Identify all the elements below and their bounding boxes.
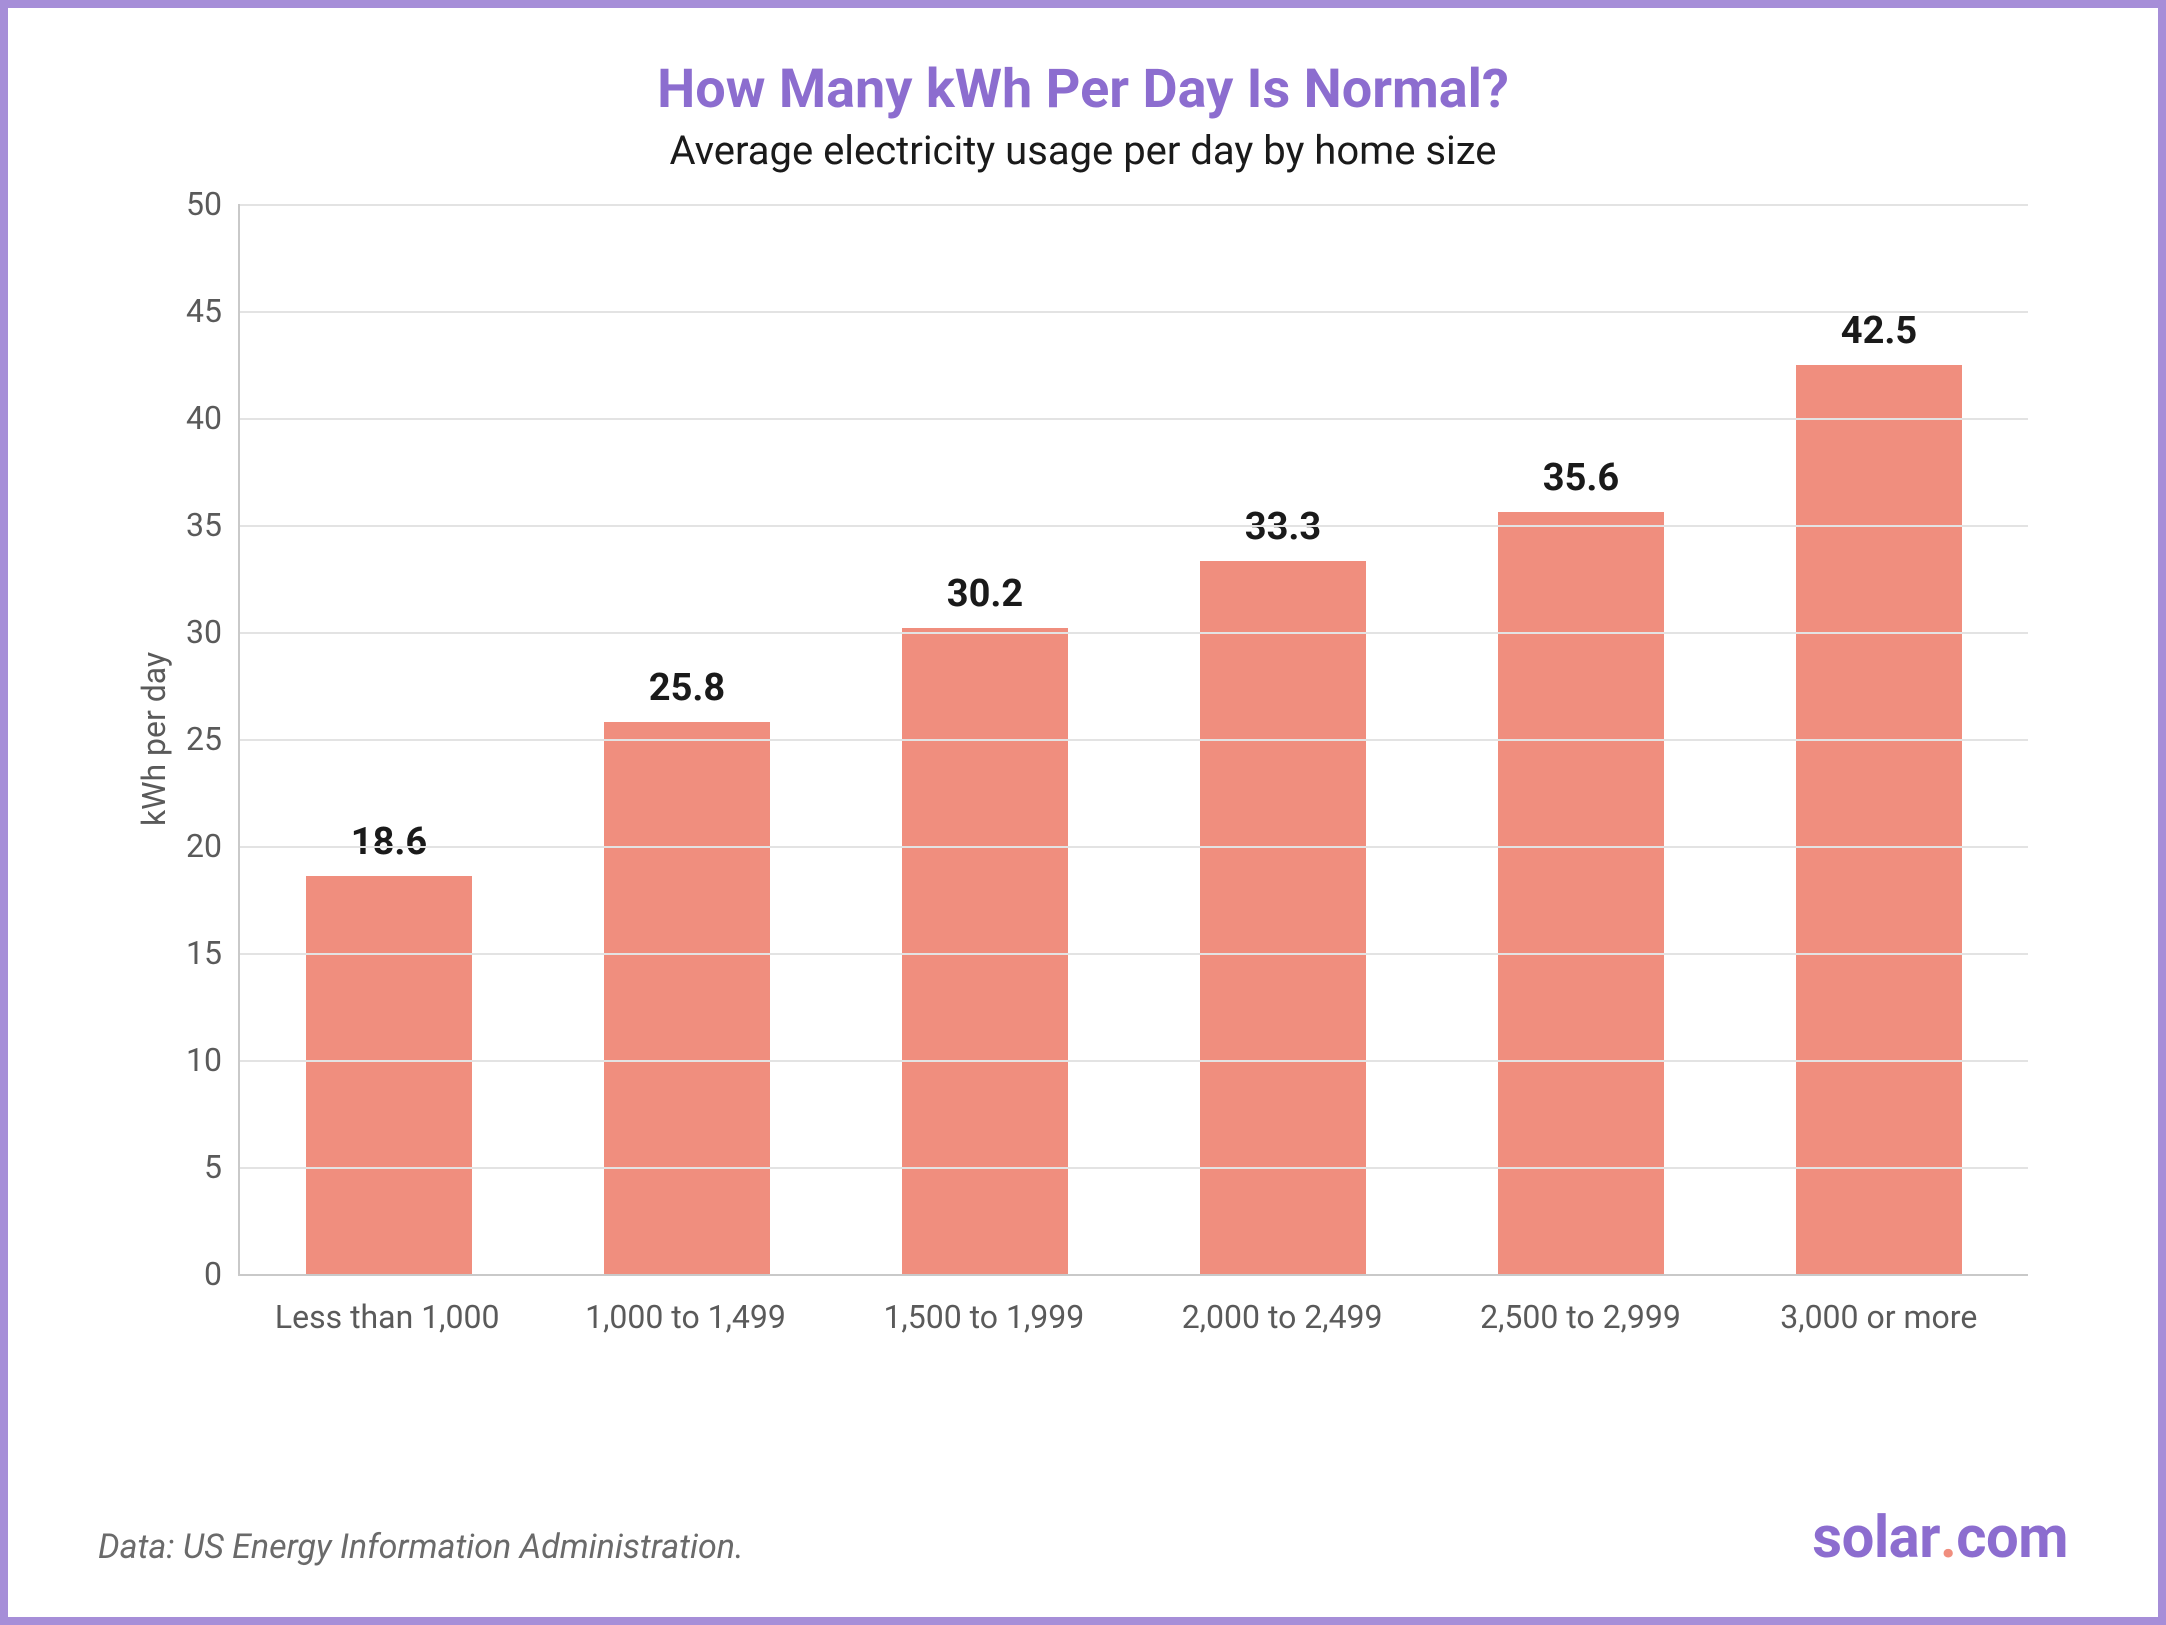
source-suffix: . bbox=[735, 1527, 744, 1567]
bar-value-label: 18.6 bbox=[351, 820, 427, 864]
bar bbox=[1498, 512, 1665, 1274]
bar-value-label: 30.2 bbox=[947, 572, 1023, 616]
chart-area: kWh per day 18.6 25.8 30.2 33.3 35.6 42.5 0 5 1… bbox=[118, 204, 2048, 1336]
gridline bbox=[240, 1167, 2028, 1169]
gridline bbox=[240, 204, 2028, 206]
bar-column: 42.5 bbox=[1730, 309, 2028, 1275]
y-tick-label: 25 bbox=[186, 720, 240, 758]
bar bbox=[902, 628, 1069, 1274]
y-tick-label: 5 bbox=[204, 1148, 240, 1186]
bar bbox=[1796, 365, 1963, 1275]
chart-footer: Data: US Energy Information Administrati… bbox=[98, 1509, 2068, 1567]
source-name: US Energy Information Administration bbox=[183, 1527, 735, 1567]
x-tick-label: 1,000 to 1,499 bbox=[536, 1276, 834, 1336]
plot-area: kWh per day 18.625.830.233.335.642.5 051… bbox=[238, 204, 2028, 1276]
gridline bbox=[240, 632, 2028, 634]
y-tick-label: 35 bbox=[186, 506, 240, 544]
logo-solar: solar bbox=[1812, 1504, 1940, 1572]
x-tick-label: 2,000 to 2,499 bbox=[1133, 1276, 1431, 1336]
gridline bbox=[240, 311, 2028, 313]
y-tick-label: 20 bbox=[186, 827, 240, 865]
gridline bbox=[240, 1060, 2028, 1062]
y-tick-label: 50 bbox=[186, 185, 240, 223]
bar-column: 18.6 bbox=[240, 820, 538, 1274]
gridline bbox=[240, 953, 2028, 955]
bar bbox=[604, 722, 771, 1274]
bar-value-label: 42.5 bbox=[1841, 309, 1917, 353]
data-source: Data: US Energy Information Administrati… bbox=[98, 1527, 744, 1567]
y-tick-label: 40 bbox=[186, 399, 240, 437]
gridline bbox=[240, 418, 2028, 420]
bar-column: 33.3 bbox=[1134, 505, 1432, 1274]
bar bbox=[306, 876, 473, 1274]
x-tick-label: 2,500 to 2,999 bbox=[1431, 1276, 1729, 1336]
gridline bbox=[240, 525, 2028, 527]
bar-column: 35.6 bbox=[1432, 456, 1730, 1274]
bar-value-label: 25.8 bbox=[649, 666, 725, 710]
y-tick-label: 0 bbox=[204, 1255, 240, 1293]
source-prefix: Data: bbox=[98, 1527, 183, 1567]
logo-dot: . bbox=[1940, 1509, 1956, 1567]
gridline bbox=[240, 846, 2028, 848]
y-tick-label: 15 bbox=[186, 934, 240, 972]
gridline bbox=[240, 739, 2028, 741]
y-axis-label: kWh per day bbox=[135, 652, 173, 826]
y-tick-label: 45 bbox=[186, 292, 240, 330]
chart-frame: How Many kWh Per Day Is Normal? Average … bbox=[0, 0, 2166, 1625]
x-tick-label: 3,000 or more bbox=[1730, 1276, 2028, 1336]
bar-value-label: 35.6 bbox=[1543, 456, 1619, 500]
logo-com: com bbox=[1956, 1504, 2068, 1572]
x-tick-label: Less than 1,000 bbox=[238, 1276, 536, 1336]
solar-dot-com-logo: solar.com bbox=[1812, 1509, 2068, 1567]
chart-title: How Many kWh Per Day Is Normal? bbox=[68, 58, 2098, 121]
x-tick-label: 1,500 to 1,999 bbox=[835, 1276, 1133, 1336]
y-tick-label: 10 bbox=[186, 1041, 240, 1079]
bar-column: 25.8 bbox=[538, 666, 836, 1274]
x-axis-labels: Less than 1,0001,000 to 1,4991,500 to 1,… bbox=[238, 1276, 2028, 1336]
bar-value-label: 33.3 bbox=[1245, 505, 1321, 549]
chart-subtitle: Average electricity usage per day by hom… bbox=[68, 127, 2098, 174]
y-tick-label: 30 bbox=[186, 613, 240, 651]
